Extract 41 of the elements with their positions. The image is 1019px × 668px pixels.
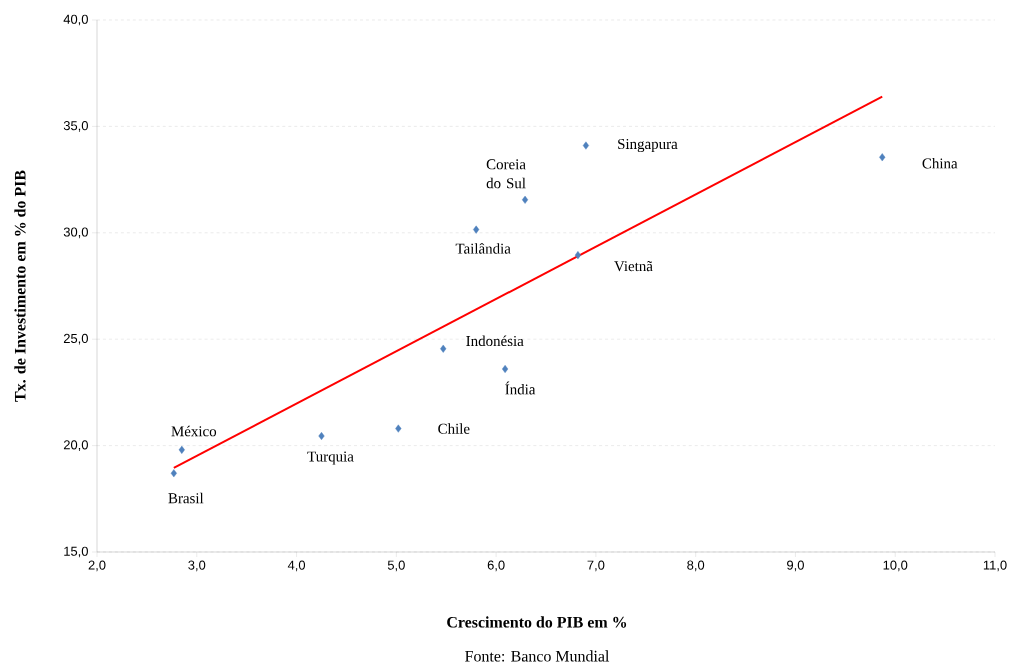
annotation: Singapura <box>618 138 678 153</box>
annotation: Brasil <box>168 492 204 504</box>
y-tick-label: 15,0 <box>64 546 88 558</box>
annotation: Tailândia <box>455 243 511 254</box>
y-tick-label: 25,0 <box>63 333 88 345</box>
point <box>574 251 581 260</box>
annotation: Vietnã <box>614 261 653 272</box>
point <box>170 469 177 478</box>
point <box>395 424 402 433</box>
point <box>178 445 185 454</box>
x-axis-title: Crescimento do PIB em % <box>447 616 627 628</box>
x-tick-label: 7,0 <box>587 560 605 572</box>
point <box>440 344 447 353</box>
annotation: Coreia do Sul <box>486 159 526 189</box>
point <box>502 364 509 373</box>
annotation: Indonésia <box>466 335 524 347</box>
x-tick-label: 3,0 <box>188 560 206 572</box>
annotation: México <box>171 425 217 437</box>
annotation: Turquia <box>307 451 354 465</box>
annotation: Chile <box>438 423 470 434</box>
point <box>318 432 325 441</box>
x-tick-label: 4,0 <box>287 560 306 572</box>
y-tick-label: 20,0 <box>63 440 88 451</box>
x-tick-label: 2,0 <box>88 560 106 572</box>
point <box>522 195 529 204</box>
x-tick-label: 9,0 <box>787 560 804 572</box>
annotation: China <box>922 158 958 169</box>
point <box>473 225 480 234</box>
point <box>582 141 589 150</box>
x-tick-label: 11,0 <box>983 560 1007 572</box>
source-note: Fonte: Banco Mundial <box>465 650 610 662</box>
y-tick-label: 30,0 <box>63 227 88 239</box>
x-tick-label: 8,0 <box>687 560 705 572</box>
x-tick-label: 6,0 <box>487 560 505 572</box>
annotation: Índia <box>505 381 536 395</box>
point <box>879 153 886 162</box>
y-axis-title: Tx. de Investimento em % do PIB <box>14 170 26 402</box>
y-tick-label: 35,0 <box>63 121 88 132</box>
x-tick-label: 5,0 <box>387 560 405 572</box>
x-tick-label: 10,0 <box>883 560 908 572</box>
y-tick-label: 40,0 <box>63 14 88 26</box>
